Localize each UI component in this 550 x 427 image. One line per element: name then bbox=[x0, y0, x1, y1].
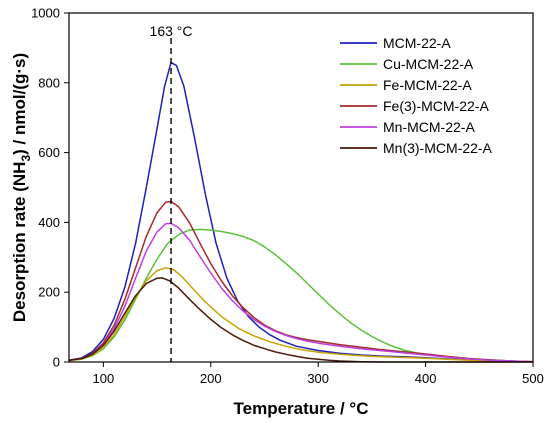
legend-label: Mn(3)-MCM-22-A bbox=[383, 140, 493, 156]
y-tick-label: 0 bbox=[53, 355, 60, 370]
y-tick-label: 600 bbox=[38, 145, 60, 160]
series-line-5 bbox=[68, 222, 534, 363]
legend-label: Mn-MCM-22-A bbox=[383, 119, 475, 135]
legend-label: MCM-22-A bbox=[383, 35, 451, 51]
x-tick-label: 400 bbox=[415, 371, 437, 386]
x-axis-title: Temperature / °C bbox=[234, 399, 369, 418]
peak-marker-label: 163 °C bbox=[150, 23, 193, 39]
x-axis: 100 200 300 400 500 bbox=[93, 362, 544, 386]
plot-frame bbox=[68, 12, 534, 363]
y-axis-title-part-2: ) / nmol/(g·s) bbox=[10, 53, 29, 155]
x-tick-label: 200 bbox=[200, 371, 222, 386]
legend-label: Fe-MCM-22-A bbox=[383, 77, 472, 93]
y-tick-label: 400 bbox=[38, 215, 60, 230]
series-line-6 bbox=[68, 277, 533, 363]
series-line-3 bbox=[68, 267, 534, 363]
y-axis: 0 200 400 600 800 1000 bbox=[31, 6, 69, 370]
y-tick-label: 800 bbox=[38, 75, 60, 90]
y-axis-title-subscript: 3 bbox=[19, 155, 33, 162]
y-tick-label: 200 bbox=[38, 285, 60, 300]
series-line-2 bbox=[68, 228, 534, 363]
plot-area bbox=[68, 61, 534, 363]
y-tick-label: 1000 bbox=[31, 6, 60, 21]
legend-label: Fe(3)-MCM-22-A bbox=[383, 98, 489, 114]
y-axis-title: Desorption rate (NH3) / nmol/(g·s) bbox=[10, 53, 33, 322]
x-tick-label: 100 bbox=[93, 371, 115, 386]
x-tick-label: 500 bbox=[522, 371, 544, 386]
y-axis-title-part-1: Desorption rate (NH bbox=[10, 162, 29, 323]
x-tick-label: 300 bbox=[307, 371, 329, 386]
series-line-4 bbox=[68, 200, 534, 363]
legend: MCM-22-A Cu-MCM-22-A Fe-MCM-22-A Fe(3)-MCM-… bbox=[340, 35, 493, 156]
legend-label: Cu-MCM-22-A bbox=[383, 56, 474, 72]
